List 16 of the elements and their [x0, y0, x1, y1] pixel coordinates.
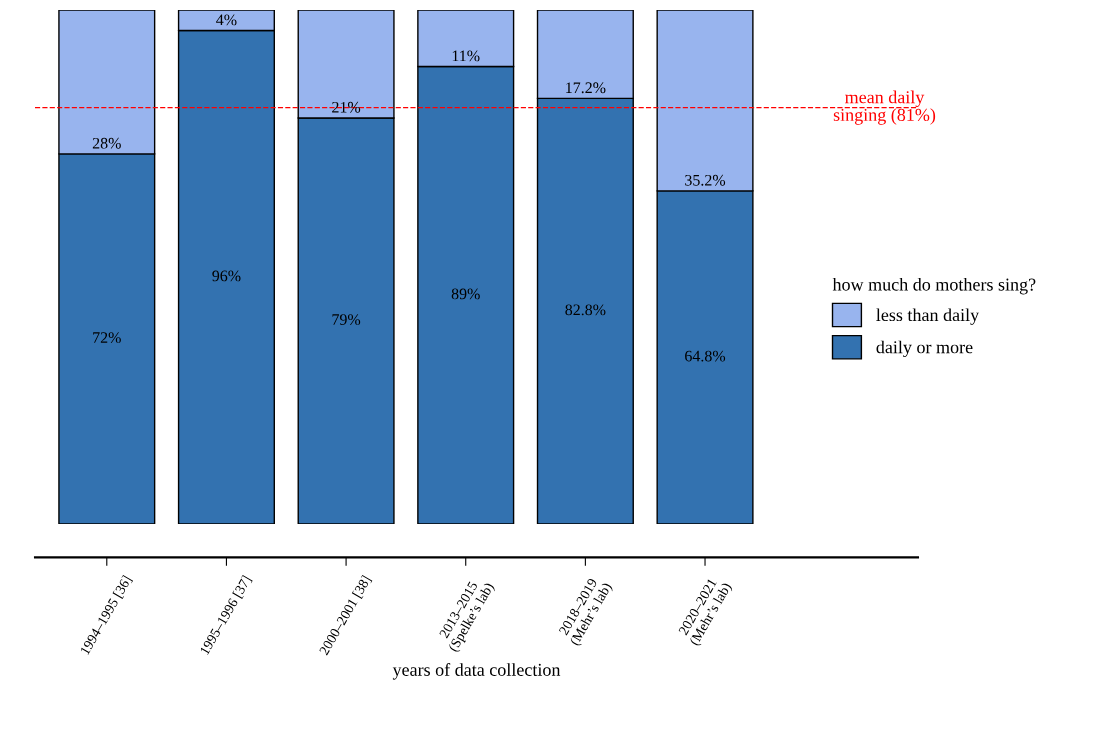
- data-label: 72%: [93, 332, 121, 344]
- data-label: 79%: [332, 314, 361, 326]
- data-label: 89%: [451, 288, 480, 300]
- ref-line-label: mean daily singing (81%): [833, 90, 936, 125]
- data-label: 82.8%: [565, 304, 606, 316]
- data-label: 96%: [212, 270, 241, 282]
- data-label: 64.8%: [685, 350, 726, 362]
- legend-label: daily or more: [876, 340, 973, 358]
- legend-title: how much do mothers sing?: [832, 277, 1036, 295]
- data-label: 11%: [452, 50, 480, 62]
- data-label: 17.2%: [566, 82, 606, 94]
- legend-label: less than daily: [876, 308, 980, 325]
- data-label: 35.2%: [685, 174, 726, 186]
- x-axis-title: years of data collection: [392, 663, 561, 680]
- data-label: 28%: [92, 137, 121, 149]
- data-label: 4%: [216, 14, 237, 26]
